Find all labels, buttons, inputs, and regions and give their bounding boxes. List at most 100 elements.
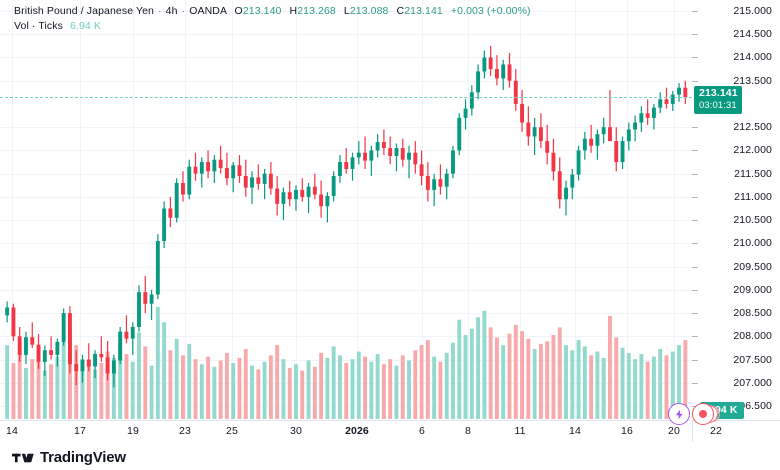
volume-bar <box>576 340 581 419</box>
volume-bar <box>93 369 97 419</box>
candle-body <box>476 71 481 93</box>
volume-bar <box>432 356 437 419</box>
legend-close-key: C <box>396 5 405 17</box>
volume-bar <box>218 360 223 419</box>
volume-bar <box>99 363 104 419</box>
price-axis-tick <box>692 80 698 82</box>
vertical-gridline <box>468 0 469 420</box>
candle-body <box>482 57 487 72</box>
volume-bar <box>451 342 455 419</box>
price-axis-tick <box>692 313 698 315</box>
legend-open: O213.140 <box>235 5 282 17</box>
record-button[interactable] <box>692 403 714 425</box>
horizontal-gridline <box>0 336 692 337</box>
volume-bar <box>507 333 512 419</box>
chart-plot-area[interactable] <box>0 0 692 420</box>
time-axis-label: 16 <box>621 425 633 437</box>
candle-wick <box>433 173 435 207</box>
volume-bar <box>394 365 399 419</box>
volume-bar <box>457 319 462 419</box>
time-axis-label: 19 <box>127 425 139 437</box>
volume-bar <box>344 363 349 419</box>
price-scale[interactable]: 215.000 214.500 214.000 213.500 212.500 212.0… <box>692 0 780 420</box>
volume-bar <box>582 346 587 419</box>
volume-bar <box>199 364 204 419</box>
candle-body <box>545 141 550 153</box>
volume-bar <box>488 327 493 419</box>
chart-action-buttons <box>668 403 720 427</box>
candle-body <box>363 152 368 161</box>
volume-bar <box>105 351 110 419</box>
legend-volume-row[interactable]: Vol · Ticks 6.94 K <box>14 20 531 33</box>
price-axis-label: 212.000 <box>733 144 772 157</box>
volume-bar <box>444 352 449 419</box>
candle-body <box>294 189 298 200</box>
candle-body <box>325 195 330 207</box>
candle-body <box>413 152 418 165</box>
vertical-gridline <box>575 0 576 420</box>
volume-bar <box>306 360 311 419</box>
volume-bar <box>231 363 236 419</box>
price-axis-label: 211.000 <box>734 190 772 203</box>
volume-bar <box>124 354 129 419</box>
legend-high-key: H <box>289 5 298 17</box>
volume-bar <box>294 364 298 419</box>
candle-body <box>55 341 60 355</box>
bar-countdown: 03:01:31 <box>699 100 737 112</box>
candle-body <box>570 174 575 188</box>
flash-replay-button[interactable] <box>668 403 690 425</box>
candle-wick <box>307 182 310 214</box>
price-axis-tick <box>692 127 698 129</box>
record-button-group[interactable] <box>692 403 720 425</box>
candle-wick <box>370 145 372 176</box>
candle-body <box>469 92 474 109</box>
current-price-line <box>0 97 692 99</box>
volume-bar <box>243 349 248 419</box>
volume-bar <box>633 359 638 419</box>
horizontal-gridline <box>0 267 692 268</box>
candle-wick <box>50 336 52 360</box>
volume-bar <box>608 315 612 419</box>
candle-body <box>576 150 581 175</box>
candle-wick <box>100 336 102 362</box>
candle-body <box>118 331 123 361</box>
legend-exchange[interactable]: OANDA <box>189 5 227 17</box>
volume-bar <box>67 329 72 419</box>
legend-high: H213.268 <box>290 5 336 17</box>
volume-bar <box>312 366 317 419</box>
volume-bar <box>111 357 116 419</box>
vertical-gridline <box>674 0 675 420</box>
time-scale[interactable]: 14 17 19 23 25 30 2026 6 8 11 14 16 20 22 <box>0 420 722 442</box>
volume-bar <box>463 335 468 419</box>
volume-bar <box>614 337 619 419</box>
volume-bar <box>174 338 179 419</box>
volume-bar <box>570 350 575 419</box>
volume-bar <box>262 361 267 419</box>
candle-wick <box>609 90 611 132</box>
price-axis-label: 214.000 <box>733 51 772 64</box>
volume-bar <box>407 360 411 419</box>
candle-body <box>256 177 261 184</box>
current-price-badge[interactable]: 213.141 03:01:31 <box>694 86 742 115</box>
legend-symbol[interactable]: British Pound / Japanese Yen <box>14 5 154 17</box>
horizontal-gridline <box>0 127 692 128</box>
current-price-value: 213.141 <box>699 87 738 100</box>
legend-symbol-row[interactable]: British Pound / Japanese Yen · 4h · OAND… <box>14 5 531 18</box>
candle-body <box>677 87 681 95</box>
legend-close: C213.141 <box>397 5 443 17</box>
candle-wick <box>220 145 222 174</box>
horizontal-gridline <box>0 34 692 35</box>
chart-legend: British Pound / Japanese Yen · 4h · OAND… <box>14 5 531 33</box>
candle-body <box>589 138 594 146</box>
candle-body <box>181 182 185 195</box>
candle-body <box>281 192 286 204</box>
candle-body <box>614 141 619 163</box>
candle-body <box>130 327 135 339</box>
volume-bar <box>375 354 380 419</box>
candle-body <box>206 162 211 172</box>
tradingview-logo[interactable]: TradingView <box>12 449 126 466</box>
candle-body <box>407 152 411 160</box>
volume-bar <box>42 370 47 419</box>
candle-body <box>30 337 35 345</box>
legend-interval[interactable]: 4h <box>165 5 178 17</box>
